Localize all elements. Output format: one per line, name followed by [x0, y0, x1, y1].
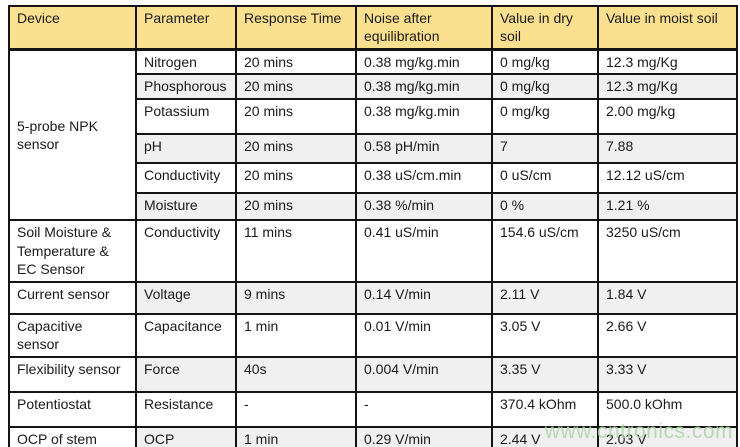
- dry-value-cell: 0 %: [491, 192, 599, 222]
- column-header-noise: Noise after equilibration: [355, 4, 493, 51]
- parameter-cell: Resistance: [135, 390, 237, 428]
- response-time-cell: 11 mins: [235, 219, 357, 283]
- device-cell: Current sensor: [8, 280, 137, 315]
- device-cell: Capacitive sensor: [8, 312, 137, 358]
- table-row: Potentiostat Resistance - - 370.4 kOhm 5…: [8, 390, 738, 428]
- device-cell: 5-probe NPK sensor: [8, 48, 137, 222]
- column-header-dry-value: Value in dry soil: [491, 4, 599, 51]
- table-row: Phosphorous 20 mins 0.38 mg/kg.min 0 mg/…: [9, 73, 738, 101]
- response-time-cell: 1 min: [235, 312, 357, 358]
- moist-value-cell: 500.0 kOhm: [597, 390, 738, 428]
- parameter-cell: Phosphorous: [135, 73, 237, 101]
- header-row: Device Parameter Response Time Noise aft…: [8, 4, 738, 51]
- moist-value-cell: 12.12 uS/cm: [597, 162, 738, 195]
- parameter-cell: Nitrogen: [135, 48, 237, 76]
- response-time-cell: 20 mins: [235, 98, 357, 136]
- column-header-response-time: Response Time: [235, 4, 357, 51]
- response-time-cell: 20 mins: [235, 48, 357, 76]
- table-row: Conductivity 20 mins 0.38 uS/cm.min 0 uS…: [9, 162, 738, 195]
- noise-cell: 0.58 pH/min: [355, 133, 493, 165]
- dry-value-cell: 0 mg/kg: [491, 48, 599, 76]
- parameter-cell: Force: [135, 355, 237, 393]
- noise-cell: 0.38 %/min: [355, 192, 493, 222]
- response-time-cell: 40s: [235, 355, 357, 393]
- moist-value-cell: 1.84 V: [597, 280, 738, 315]
- table-row: OCP of stem OCP 1 min 0.29 V/min 2.44 V …: [8, 425, 738, 447]
- noise-cell: 0.29 V/min: [355, 425, 493, 447]
- parameter-cell: Moisture: [135, 192, 237, 222]
- dry-value-cell: 0 mg/kg: [491, 73, 599, 101]
- noise-cell: -: [355, 390, 493, 428]
- response-time-cell: 20 mins: [235, 192, 357, 222]
- moist-value-cell: 12.3 mg/Kg: [597, 48, 738, 76]
- parameter-cell: Conductivity: [135, 162, 237, 195]
- table-row: Capacitive sensor Capacitance 1 min 0.01…: [8, 312, 738, 358]
- moist-value-cell: 1.21 %: [597, 192, 738, 222]
- column-header-device: Device: [8, 4, 137, 51]
- noise-cell: 0.14 V/min: [355, 280, 493, 315]
- device-cell: Soil Moisture & Temperature & EC Sensor: [8, 219, 137, 283]
- response-time-cell: 9 mins: [235, 280, 357, 315]
- parameter-cell: Potassium: [135, 98, 237, 136]
- noise-cell: 0.38 mg/kg.min: [355, 73, 493, 101]
- table-row: pH 20 mins 0.58 pH/min 7 7.88: [9, 133, 738, 165]
- parameter-cell: OCP: [135, 425, 237, 447]
- moist-value-cell: 3.33 V: [597, 355, 738, 393]
- response-time-cell: 20 mins: [235, 162, 357, 195]
- dry-value-cell: 370.4 kOhm: [491, 390, 599, 428]
- parameter-cell: Voltage: [135, 280, 237, 315]
- dry-value-cell: 0 mg/kg: [491, 98, 599, 136]
- device-cell: OCP of stem: [8, 425, 137, 447]
- table-row: Flexibility sensor Force 40s 0.004 V/min…: [8, 355, 738, 393]
- noise-cell: 0.41 uS/min: [355, 219, 493, 283]
- dry-value-cell: 7: [491, 133, 599, 165]
- noise-cell: 0.01 V/min: [355, 312, 493, 358]
- moist-value-cell: 2.66 V: [597, 312, 738, 358]
- moist-value-cell: 3250 uS/cm: [597, 219, 738, 283]
- device-cell: Flexibility sensor: [8, 355, 137, 393]
- dry-value-cell: 0 uS/cm: [491, 162, 599, 195]
- response-time-cell: 20 mins: [235, 133, 357, 165]
- dry-value-cell: 154.6 uS/cm: [491, 219, 599, 283]
- table-row: Moisture 20 mins 0.38 %/min 0 % 1.21 %: [9, 192, 738, 222]
- device-cell: Potentiostat: [8, 390, 137, 428]
- sensor-comparison-table: Device Parameter Response Time Noise aft…: [8, 4, 738, 447]
- dry-value-cell: 3.35 V: [491, 355, 599, 393]
- parameter-cell: pH: [135, 133, 237, 165]
- parameter-cell: Capacitance: [135, 312, 237, 358]
- dry-value-cell: 2.44 V: [491, 425, 599, 447]
- noise-cell: 0.004 V/min: [355, 355, 493, 393]
- table-row: 5-probe NPK sensor Nitrogen 20 mins 0.38…: [8, 48, 738, 222]
- table-row: Potassium 20 mins 0.38 mg/kg.min 0 mg/kg…: [9, 98, 738, 136]
- response-time-cell: 20 mins: [235, 73, 357, 101]
- response-time-cell: -: [235, 390, 357, 428]
- moist-value-cell: 7.88: [597, 133, 738, 165]
- moist-value-cell: 2.03 V: [597, 425, 738, 447]
- dry-value-cell: 2.11 V: [491, 280, 599, 315]
- parameter-cell: Conductivity: [135, 219, 237, 283]
- dry-value-cell: 3.05 V: [491, 312, 599, 358]
- table-row: Soil Moisture & Temperature & EC Sensor …: [8, 219, 738, 283]
- noise-cell: 0.38 mg/kg.min: [355, 48, 493, 76]
- table-row: Current sensor Voltage 9 mins 0.14 V/min…: [8, 280, 738, 315]
- column-header-moist-value: Value in moist soil: [597, 4, 738, 51]
- moist-value-cell: 2.00 mg/kg: [597, 98, 738, 136]
- moist-value-cell: 12.3 mg/Kg: [597, 73, 738, 101]
- response-time-cell: 1 min: [235, 425, 357, 447]
- noise-cell: 0.38 mg/kg.min: [355, 98, 493, 136]
- column-header-parameter: Parameter: [135, 4, 237, 51]
- noise-cell: 0.38 uS/cm.min: [355, 162, 493, 195]
